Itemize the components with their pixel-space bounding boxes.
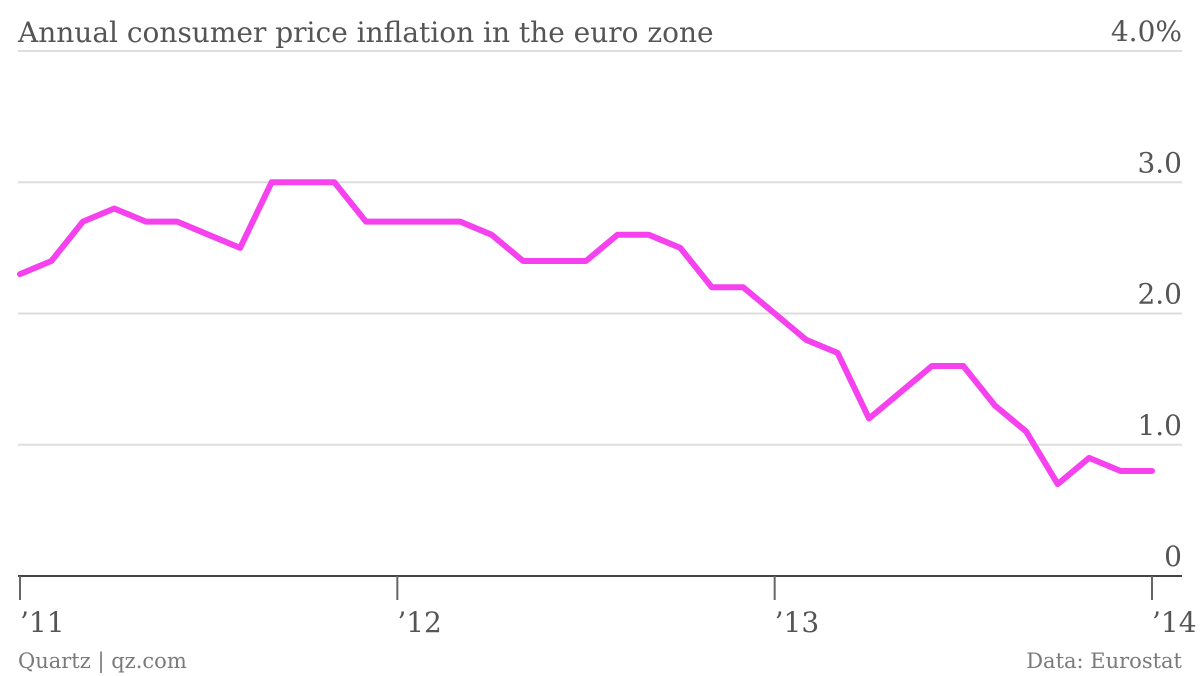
y-tick-label: 1.0	[1137, 409, 1182, 442]
data-source: Data: Eurostat	[1026, 649, 1182, 673]
x-tick-label: ’14	[1152, 606, 1197, 639]
x-tick-label: ’13	[775, 606, 820, 639]
source-credit: Quartz | qz.com	[18, 649, 187, 674]
chart-title: Annual consumer price inflation in the e…	[17, 16, 714, 49]
y-tick-label: 2.0	[1137, 278, 1182, 311]
x-tick-label: ’12	[397, 606, 442, 639]
y-tick-label: 3.0	[1137, 146, 1182, 179]
series-line	[17, 179, 1155, 488]
series-layer	[17, 179, 1155, 488]
y-tick-label: 0	[1164, 540, 1182, 573]
y-tick-label: 4.0%	[1111, 15, 1182, 48]
axis-layer: 0 1.0 2.0 3.0 4.0% ’11 ’12 ’13 ’14	[18, 15, 1197, 639]
x-tick-label: ’11	[20, 606, 65, 639]
grid-layer	[18, 50, 1182, 446]
